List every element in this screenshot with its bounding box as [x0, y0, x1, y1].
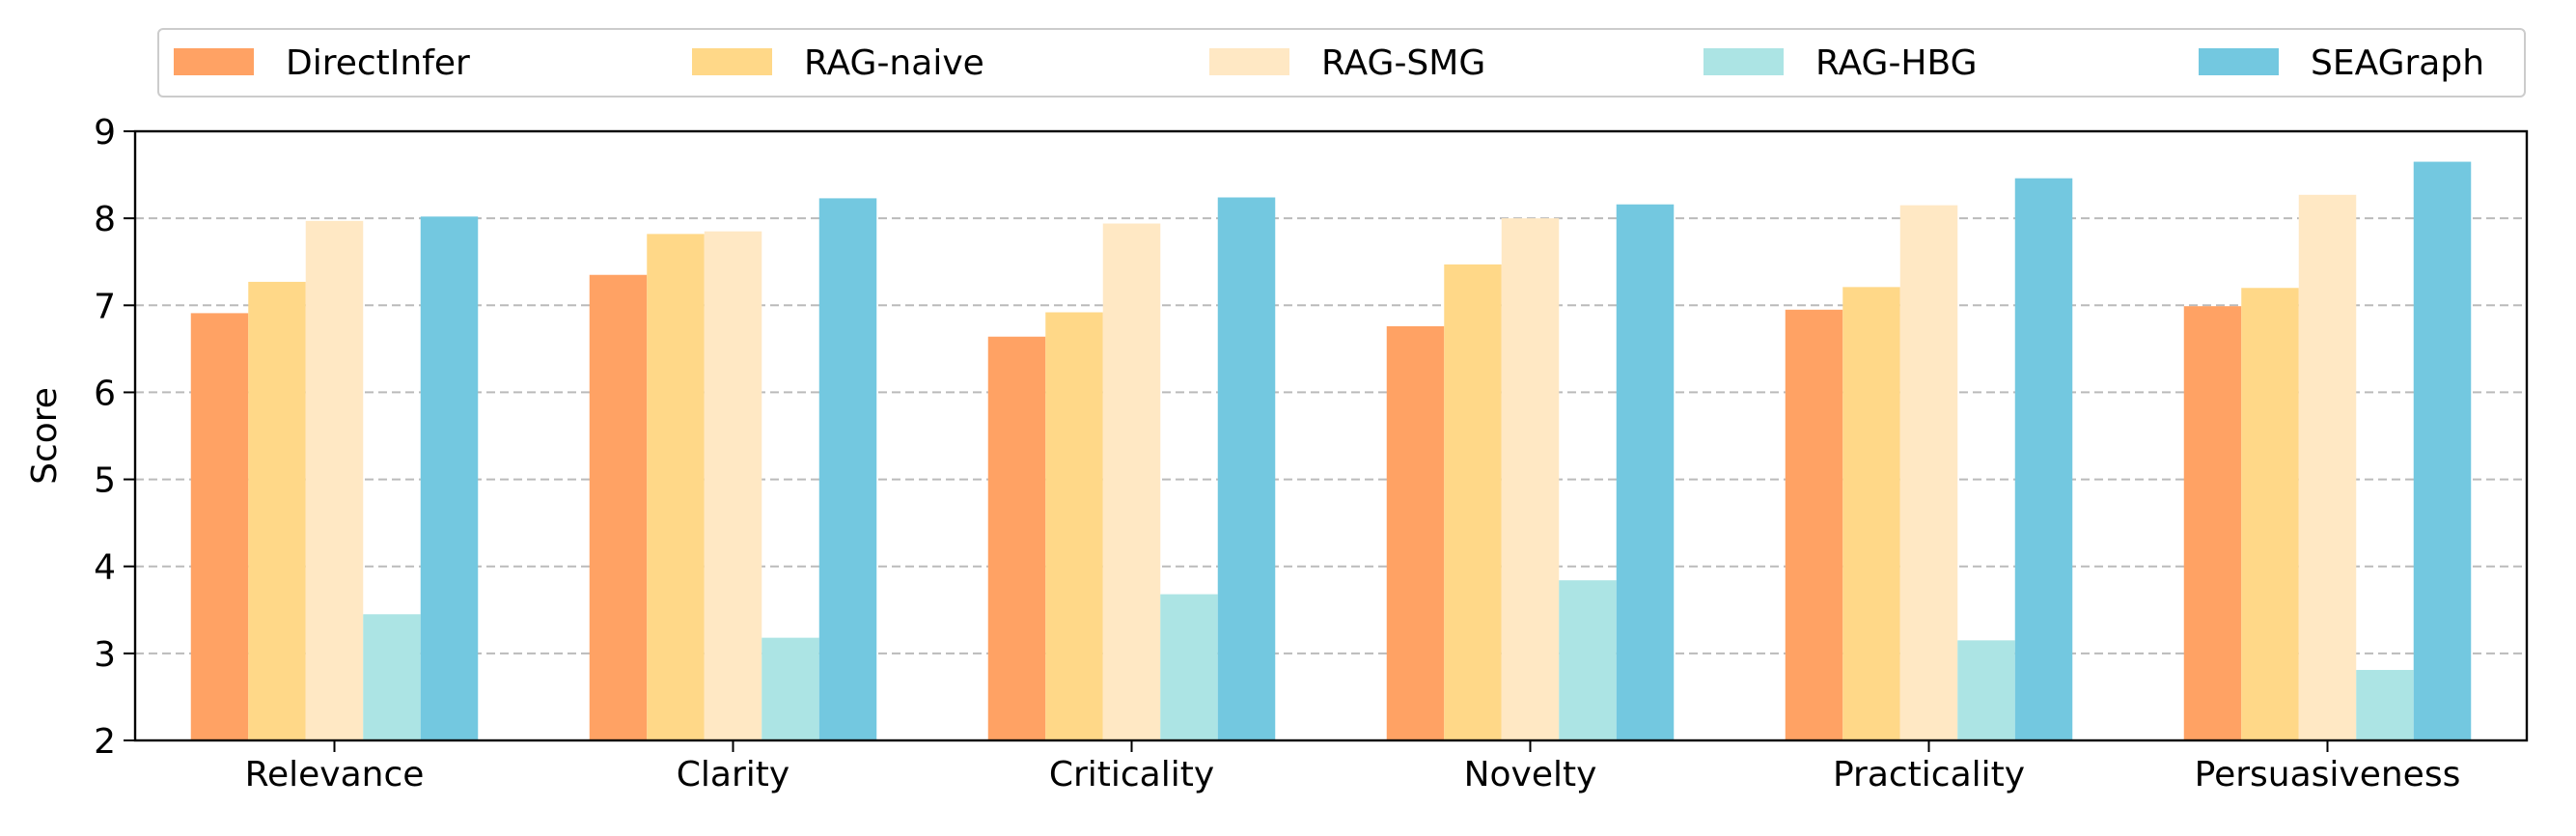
- legend-label: SEAGraph: [2311, 43, 2484, 83]
- bar-rag-hbg: [762, 637, 819, 740]
- bar-directinfer: [589, 274, 648, 740]
- bar-rag-smg: [305, 220, 364, 740]
- bar-rag-hbg: [2356, 669, 2414, 740]
- x-tick-label: Clarity: [677, 755, 789, 794]
- bar-directinfer: [190, 313, 249, 740]
- bar-directinfer: [2183, 306, 2242, 740]
- y-tick-label: 2: [94, 722, 116, 762]
- y-tick-label: 6: [94, 374, 116, 413]
- legend: DirectInfer RAG-naive RAG-SMG RAG-HBG SEAGra…: [157, 28, 2526, 98]
- bar-seagraph: [2413, 161, 2472, 741]
- y-tick-label: 9: [94, 113, 116, 153]
- y-tick-label: 7: [94, 287, 116, 326]
- x-tick-label: Persuasiveness: [2195, 755, 2461, 794]
- bar-rag-smg: [1501, 218, 1560, 741]
- y-tick-label: 4: [94, 548, 116, 588]
- plot-area-frame: [133, 129, 2529, 742]
- bar-seagraph: [420, 216, 479, 741]
- y-tick-label: 3: [94, 635, 116, 675]
- bar-rag-naive: [1444, 264, 1502, 740]
- bar-seagraph: [2014, 178, 2073, 741]
- bar-rag-hbg: [363, 614, 421, 740]
- bar-directinfer: [1386, 325, 1445, 740]
- y-axis-label: Score: [25, 387, 65, 485]
- bar-directinfer: [987, 336, 1046, 740]
- bar-rag-hbg: [1957, 640, 2015, 740]
- legend-swatch: [1209, 48, 1289, 75]
- bar-seagraph: [818, 198, 877, 740]
- x-tick-label: Relevance: [245, 755, 425, 794]
- bar-seagraph: [1217, 197, 1276, 741]
- legend-label: RAG-SMG: [1321, 43, 1485, 83]
- legend-label: RAG-HBG: [1815, 43, 1977, 83]
- bar-rag-naive: [1045, 312, 1103, 740]
- bar-rag-naive: [2241, 288, 2299, 740]
- legend-label: DirectInfer: [286, 43, 470, 83]
- bar-rag-smg: [704, 231, 762, 740]
- bar-rag-smg: [1899, 205, 1958, 740]
- bar-rag-smg: [1102, 223, 1161, 741]
- y-axis: 2 3 4 5 6 7 8 9: [94, 113, 135, 762]
- bars: [190, 161, 2472, 741]
- legend-swatch: [174, 48, 254, 75]
- bar-rag-naive: [647, 234, 705, 740]
- y-tick-label: 8: [94, 200, 116, 239]
- legend-label: RAG-naive: [804, 43, 984, 83]
- x-tick-label: Practicality: [1833, 755, 2025, 794]
- grid-lines: [135, 217, 2527, 655]
- bar-rag-hbg: [1160, 594, 1218, 740]
- legend-swatch: [692, 48, 772, 75]
- legend-frame: [157, 28, 2526, 98]
- legend-swatch: [2199, 48, 2279, 75]
- bar-rag-hbg: [1559, 580, 1617, 740]
- y-tick-label: 5: [94, 461, 116, 501]
- x-axis: Relevance Clarity Criticality Novelty Practi…: [245, 740, 2461, 794]
- bar-seagraph: [1616, 204, 1675, 741]
- bar-directinfer: [1785, 309, 1843, 740]
- bar-rag-naive: [1842, 287, 1900, 740]
- legend-swatch: [1703, 48, 1784, 75]
- bar-rag-naive: [248, 281, 306, 740]
- x-tick-label: Criticality: [1049, 755, 1214, 794]
- bar-rag-smg: [2298, 194, 2357, 740]
- x-tick-label: Novelty: [1464, 755, 1597, 794]
